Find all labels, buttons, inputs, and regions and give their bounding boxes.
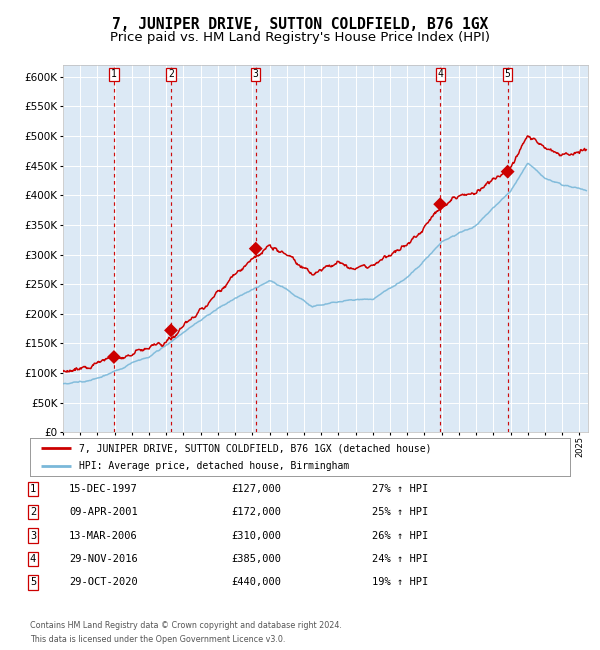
Text: 24% ↑ HPI: 24% ↑ HPI (372, 554, 428, 564)
Text: 29-NOV-2016: 29-NOV-2016 (69, 554, 138, 564)
Point (251, 244, 260, 254)
Text: 7, JUNIPER DRIVE, SUTTON COLDFIELD, B76 1GX (detached house): 7, JUNIPER DRIVE, SUTTON COLDFIELD, B76 … (79, 443, 431, 453)
Text: 4: 4 (30, 554, 36, 564)
Text: £440,000: £440,000 (231, 577, 281, 588)
Text: 19% ↑ HPI: 19% ↑ HPI (372, 577, 428, 588)
Text: £127,000: £127,000 (231, 484, 281, 494)
Text: 1: 1 (30, 484, 36, 494)
Text: 13-MAR-2006: 13-MAR-2006 (69, 530, 138, 541)
Text: £172,000: £172,000 (231, 507, 281, 517)
Text: 3: 3 (30, 530, 36, 541)
Text: 5: 5 (505, 70, 511, 79)
Text: 2: 2 (30, 507, 36, 517)
Point (436, 199, 445, 209)
Text: £310,000: £310,000 (231, 530, 281, 541)
Text: £385,000: £385,000 (231, 554, 281, 564)
Text: 26% ↑ HPI: 26% ↑ HPI (372, 530, 428, 541)
Text: 7, JUNIPER DRIVE, SUTTON COLDFIELD, B76 1GX: 7, JUNIPER DRIVE, SUTTON COLDFIELD, B76 … (112, 17, 488, 32)
Text: 29-OCT-2020: 29-OCT-2020 (69, 577, 138, 588)
Text: 1: 1 (111, 70, 117, 79)
Text: 27% ↑ HPI: 27% ↑ HPI (372, 484, 428, 494)
Text: Price paid vs. HM Land Registry's House Price Index (HPI): Price paid vs. HM Land Registry's House … (110, 31, 490, 44)
Text: 15-DEC-1997: 15-DEC-1997 (69, 484, 138, 494)
Point (166, 325, 176, 335)
Text: Contains HM Land Registry data © Crown copyright and database right 2024.: Contains HM Land Registry data © Crown c… (30, 621, 342, 630)
Point (109, 352, 119, 362)
Text: 5: 5 (30, 577, 36, 588)
Text: This data is licensed under the Open Government Licence v3.0.: This data is licensed under the Open Gov… (30, 634, 286, 644)
Text: 25% ↑ HPI: 25% ↑ HPI (372, 507, 428, 517)
Text: HPI: Average price, detached house, Birmingham: HPI: Average price, detached house, Birm… (79, 462, 349, 471)
Point (503, 166, 512, 177)
Text: 2: 2 (168, 70, 174, 79)
Text: 09-APR-2001: 09-APR-2001 (69, 507, 138, 517)
Text: 4: 4 (437, 70, 443, 79)
Text: 3: 3 (253, 70, 259, 79)
